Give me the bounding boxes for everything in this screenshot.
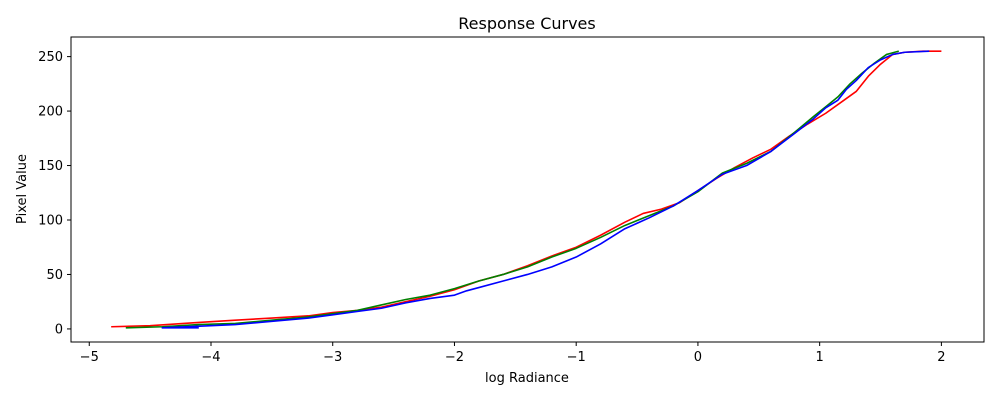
plot-area [70, 36, 985, 343]
y-tick-label: 100 [38, 214, 63, 229]
plot-background [71, 37, 984, 342]
series-layer [111, 50, 942, 329]
x-axis: −5 −4 −3 −2 −1 0 1 2 [80, 342, 946, 365]
x-tick-label: −1 [567, 350, 586, 365]
series-line-0 [111, 50, 942, 328]
y-tick-label: 200 [38, 105, 63, 120]
y-tick-label: 50 [46, 268, 63, 283]
series-line-1 [125, 50, 899, 329]
y-axis-label: Pixel Value [15, 154, 30, 224]
x-tick-label: −3 [323, 350, 342, 365]
y-tick-label: 250 [38, 50, 63, 65]
x-tick-label: 2 [937, 350, 945, 365]
series-line-2 [161, 50, 930, 329]
x-tick-label: 1 [816, 350, 824, 365]
chart-title: Response Curves [458, 14, 595, 33]
x-tick-label: −4 [201, 350, 220, 365]
y-tick-label: 150 [38, 159, 63, 174]
y-axis: 0 50 100 150 200 250 [38, 50, 71, 337]
plot-frame [70, 36, 985, 343]
x-tick-label: −5 [80, 350, 99, 365]
x-tick-label: 0 [694, 350, 702, 365]
y-tick-label: 0 [55, 322, 63, 337]
x-tick-label: −2 [445, 350, 464, 365]
x-axis-label: log Radiance [485, 371, 569, 386]
